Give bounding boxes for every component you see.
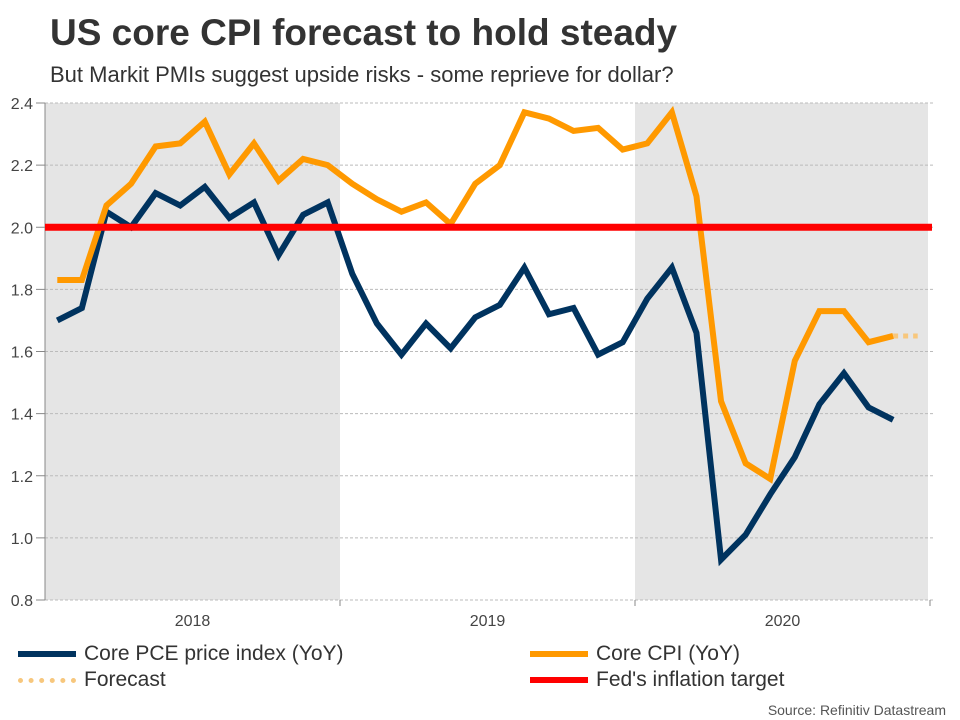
legend-swatch-pce: [18, 651, 76, 657]
y-tick-label: 1.4: [11, 407, 33, 424]
y-tick-label: 0.8: [11, 593, 33, 610]
chart-subtitle: But Markit PMIs suggest upside risks - s…: [50, 62, 674, 87]
x-tick-label: 2019: [470, 613, 506, 630]
legend-swatch-cpi: [530, 651, 588, 657]
y-tick-label: 2.4: [11, 96, 33, 113]
y-tick-label: 2.2: [11, 158, 33, 175]
legend-pce: Core PCE price index (YoY): [18, 642, 344, 666]
legend-label-forecast: Forecast: [84, 668, 166, 691]
y-tick-label: 1.6: [11, 345, 33, 362]
core-cpi-line: [57, 105, 894, 484]
legend-swatch-target: [530, 677, 588, 683]
legend-label-cpi: Core CPI (YoY): [596, 642, 740, 665]
legend-swatch-forecast: [18, 677, 76, 683]
y-tick-label: 2.0: [11, 220, 33, 237]
y-tick-label: 1.8: [11, 282, 33, 299]
x-tick-label: 2020: [765, 613, 801, 630]
core-pce-line: [55, 182, 895, 567]
legend-cpi: Core CPI (YoY): [530, 642, 740, 666]
legend-forecast: Forecast: [18, 668, 166, 692]
y-tick-label: 1.2: [11, 469, 33, 486]
source-note: Source: Refinitiv Datastream: [767, 702, 946, 718]
x-tick-label: 2018: [175, 613, 211, 630]
legend-label-pce: Core PCE price index (YoY): [84, 642, 344, 665]
legend-label-target: Fed's inflation target: [596, 668, 785, 691]
y-tick-label: 1.0: [11, 531, 33, 548]
chart-title: US core CPI forecast to hold steady: [50, 12, 678, 53]
legend-target: Fed's inflation target: [530, 668, 784, 692]
